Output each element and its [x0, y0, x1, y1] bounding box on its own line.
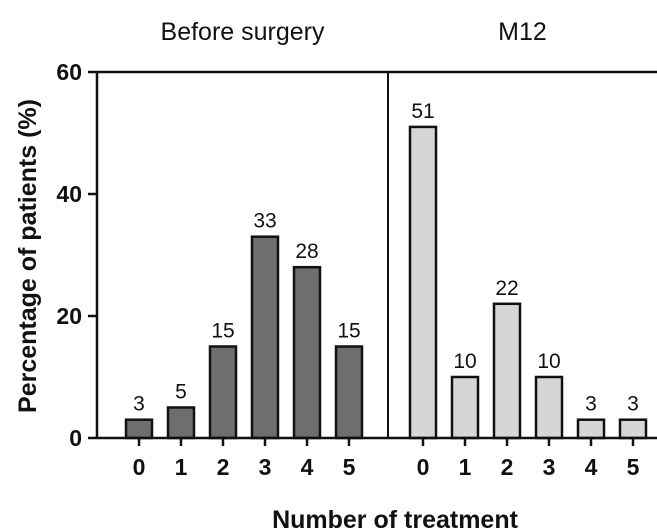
- bar: [292, 265, 322, 440]
- data-label: 15: [211, 320, 234, 343]
- panel-title: M12: [498, 18, 547, 46]
- data-label: 15: [337, 320, 360, 343]
- y-tick-label: 20: [56, 303, 82, 329]
- y-tick-label: 60: [56, 59, 82, 85]
- bar: [618, 418, 648, 440]
- x-tick-label: 3: [259, 454, 272, 480]
- bar: [534, 375, 564, 440]
- y-tick-label: 40: [56, 181, 82, 207]
- x-tick-label: 1: [175, 454, 188, 480]
- y-tick-label: 0: [69, 425, 82, 451]
- x-tick-label: 0: [417, 454, 430, 480]
- x-tick-label: 0: [133, 454, 146, 480]
- bar: [576, 418, 606, 440]
- bar: [450, 375, 480, 440]
- y-axis: 0 20 40 60: [56, 59, 657, 451]
- data-label: 33: [253, 210, 276, 233]
- x-tick-label: 4: [585, 454, 598, 480]
- x-tick-label: 1: [459, 454, 472, 480]
- bar: [124, 418, 154, 440]
- data-label: 51: [411, 100, 434, 123]
- data-label: 5: [175, 381, 187, 404]
- data-label: 22: [495, 277, 518, 300]
- data-label: 3: [627, 393, 639, 416]
- bar: [250, 235, 280, 440]
- y-axis-title: Percentage of patients (%): [14, 99, 42, 413]
- data-label: 10: [537, 350, 560, 373]
- x-axis-title: Number of treatment: [272, 506, 519, 532]
- x-tick-label: 2: [217, 454, 230, 480]
- data-label: 10: [453, 350, 476, 373]
- x-tick-label: 3: [543, 454, 556, 480]
- data-label: 28: [295, 240, 318, 263]
- x-tick-label: 5: [343, 454, 356, 480]
- bar: [408, 125, 438, 440]
- bar: [208, 345, 238, 440]
- data-label: 3: [133, 393, 145, 416]
- data-label: 3: [585, 393, 597, 416]
- x-tick-label: 5: [627, 454, 640, 480]
- x-tick-label: 2: [501, 454, 514, 480]
- bar: [492, 302, 522, 440]
- bar: [334, 345, 364, 440]
- panel-titles: Before surgery M12: [161, 18, 547, 46]
- bar: [166, 406, 196, 440]
- x-axis: 0 1 2 3 4 5 0 1 2 3 4 5: [97, 436, 657, 480]
- x-tick-label: 4: [301, 454, 314, 480]
- panel-title: Before surgery: [161, 18, 325, 46]
